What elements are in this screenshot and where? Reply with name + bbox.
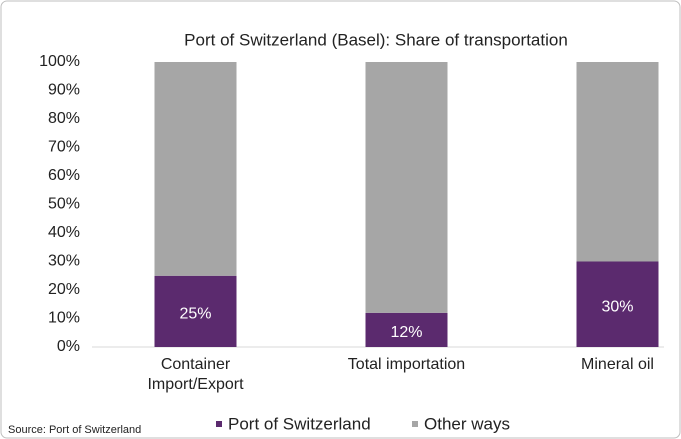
y-tick-label: 30% xyxy=(48,253,80,270)
y-tick-label: 50% xyxy=(48,196,80,213)
legend-swatch xyxy=(216,421,222,427)
y-tick-label: 40% xyxy=(48,224,80,241)
legend-swatch xyxy=(412,421,418,427)
y-tick-label: 70% xyxy=(48,139,80,156)
bar-segment xyxy=(365,62,448,313)
data-label: 30% xyxy=(601,298,633,315)
bar-segment xyxy=(576,261,659,347)
x-tick-label: Container Import/Export xyxy=(147,356,244,393)
y-tick-label: 100% xyxy=(39,53,80,70)
chart-title: Port of Switzerland (Basel): Share of tr… xyxy=(184,30,568,49)
legend-label: Other ways xyxy=(424,414,510,433)
source: Source: Port of Switzerland xyxy=(8,424,141,436)
y-tick-label: 90% xyxy=(48,82,80,99)
y-tick-label: 60% xyxy=(48,167,80,184)
y-tick-label: 10% xyxy=(48,310,80,327)
bar-segment xyxy=(576,62,659,262)
data-label: 25% xyxy=(179,306,211,323)
y-tick-label: 80% xyxy=(48,110,80,127)
y-tick-label: 0% xyxy=(57,338,80,355)
x-tick-label: Mineral oil xyxy=(581,356,654,373)
bar-segment xyxy=(154,62,237,276)
y-tick-label: 20% xyxy=(48,281,80,298)
bar-segment xyxy=(365,312,448,347)
legend-label: Port of Switzerland xyxy=(228,414,371,433)
data-label: 12% xyxy=(390,324,422,341)
x-tick-label: Total importation xyxy=(347,356,466,373)
bar-segment xyxy=(154,275,237,347)
